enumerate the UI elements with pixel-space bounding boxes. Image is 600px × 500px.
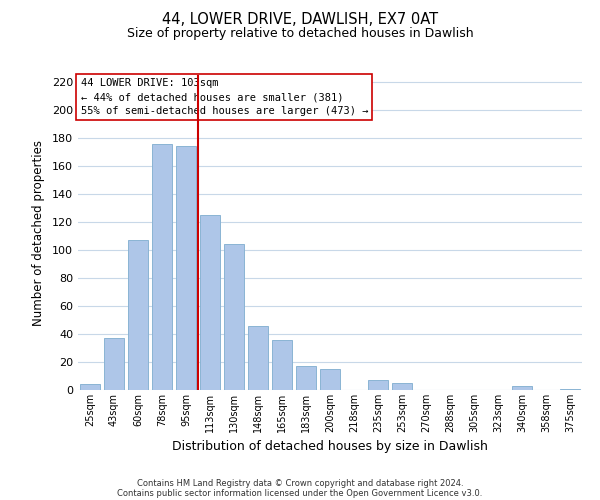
Bar — [224, 244, 244, 390]
Bar — [320, 369, 340, 390]
Text: Size of property relative to detached houses in Dawlish: Size of property relative to detached ho… — [127, 28, 473, 40]
Bar — [128, 240, 148, 390]
Text: Contains HM Land Registry data © Crown copyright and database right 2024.: Contains HM Land Registry data © Crown c… — [137, 478, 463, 488]
Bar — [248, 326, 268, 390]
Bar — [176, 146, 196, 390]
Text: 44 LOWER DRIVE: 103sqm
← 44% of detached houses are smaller (381)
55% of semi-de: 44 LOWER DRIVE: 103sqm ← 44% of detached… — [80, 78, 368, 116]
Bar — [200, 215, 220, 390]
Bar — [272, 340, 292, 390]
Bar — [104, 338, 124, 390]
Bar — [392, 383, 412, 390]
Text: 44, LOWER DRIVE, DAWLISH, EX7 0AT: 44, LOWER DRIVE, DAWLISH, EX7 0AT — [162, 12, 438, 28]
Bar — [560, 388, 580, 390]
Y-axis label: Number of detached properties: Number of detached properties — [32, 140, 45, 326]
Bar — [296, 366, 316, 390]
Bar — [368, 380, 388, 390]
Text: Contains public sector information licensed under the Open Government Licence v3: Contains public sector information licen… — [118, 488, 482, 498]
Bar — [152, 144, 172, 390]
Bar — [80, 384, 100, 390]
X-axis label: Distribution of detached houses by size in Dawlish: Distribution of detached houses by size … — [172, 440, 488, 454]
Bar — [512, 386, 532, 390]
